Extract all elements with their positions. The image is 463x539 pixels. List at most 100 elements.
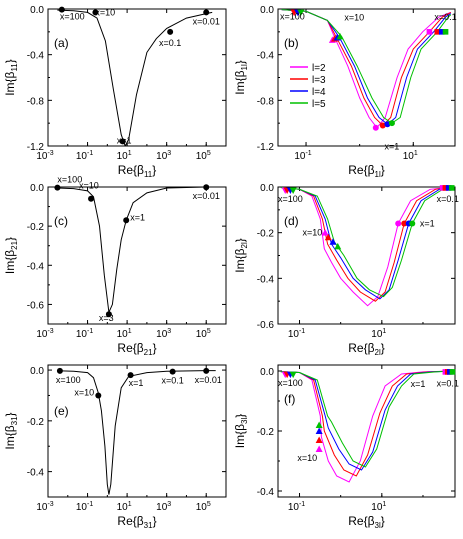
- data-point: [92, 9, 99, 16]
- legend-label: l=2: [312, 63, 326, 74]
- panel-c: 0.0 -0.2 -0.4 -0.6 10-3 10-1 101 103 105 Re{β21} I…: [3, 175, 227, 357]
- data-point: [95, 392, 102, 399]
- y-tick-label: 0.0: [30, 5, 44, 16]
- series-line-l=2: [280, 187, 454, 307]
- data-point: [105, 311, 112, 318]
- square-marker: [426, 29, 433, 35]
- point-label: x=100: [278, 378, 303, 388]
- x-tick-label: 10-3: [36, 328, 53, 340]
- y-tick-label: -0.4: [27, 261, 45, 272]
- legend-label: l=5: [312, 99, 326, 110]
- data-point: [56, 367, 63, 374]
- square-marker: [448, 185, 455, 191]
- triangle-down-marker: [289, 187, 297, 194]
- y-tick-label: -0.4: [257, 274, 275, 285]
- panel-label: (f): [284, 392, 295, 406]
- point-label: x=0.1: [437, 194, 459, 204]
- y-tick-label: -0.4: [27, 468, 45, 479]
- triangle-marker: [321, 229, 329, 236]
- y-tick-label: -0.4: [257, 51, 275, 62]
- y-axis-label: Im{β2l}: [233, 238, 249, 273]
- legend-label: l=3: [312, 75, 326, 86]
- point-label: x=0.01: [195, 375, 222, 385]
- panel-label: (e): [54, 404, 69, 418]
- x-tick-label: 10-1: [76, 328, 93, 340]
- plot-area: [280, 187, 454, 307]
- point-label: x=100: [280, 12, 305, 22]
- point-label: x=0.1: [161, 376, 183, 386]
- circle-marker: [401, 220, 408, 227]
- triangle-marker: [329, 238, 337, 245]
- x-tick-label: 101: [403, 150, 418, 162]
- circle-marker: [395, 220, 402, 227]
- square-marker: [438, 29, 445, 35]
- point-label: x=0.1: [434, 12, 456, 22]
- plot-area: [57, 370, 216, 495]
- data-point: [203, 367, 210, 374]
- triangle-marker: [315, 421, 323, 428]
- y-tick-label: 0.0: [260, 183, 274, 194]
- y-tick-label: -0.2: [27, 417, 45, 428]
- circle-marker: [372, 124, 379, 131]
- x-tick-label: 101: [117, 328, 132, 340]
- x-tick-label: 103: [156, 501, 171, 513]
- point-label: x=100: [278, 194, 303, 204]
- x-axis-label: Re{β1l}: [348, 163, 385, 179]
- series-line: [57, 9, 213, 146]
- series-line: [57, 187, 216, 315]
- series-line: [57, 370, 216, 495]
- point-label: x=10: [344, 13, 364, 23]
- square-marker: [442, 185, 449, 191]
- series-line-l=5: [280, 187, 454, 298]
- plot-area: [57, 9, 213, 146]
- data-point: [58, 6, 65, 13]
- series-line-l=2: [281, 9, 451, 129]
- triangle-marker: [324, 233, 332, 241]
- x-tick-label: 101: [117, 501, 132, 513]
- circle-marker: [409, 220, 416, 227]
- plot-frame: [47, 364, 227, 498]
- y-tick-label: 0.0: [30, 183, 44, 194]
- point-label: x=10: [303, 228, 323, 238]
- legend-label: l=4: [312, 87, 326, 98]
- panel-label: (a): [54, 36, 69, 50]
- x-axis-label: Re{β3l}: [348, 514, 385, 530]
- panel-e: 0.0 -0.2 -0.4 10-3 10-1 101 103 105 Re{β31} Im{β3…: [3, 364, 227, 530]
- square-marker: [434, 29, 441, 35]
- point-label: x=0.1: [159, 38, 181, 48]
- point-label: x=1: [130, 212, 145, 222]
- square-marker: [449, 369, 456, 375]
- circle-marker: [388, 120, 395, 127]
- data-point: [169, 368, 176, 375]
- plot-frame: [277, 364, 456, 498]
- plot-frame: [47, 8, 227, 147]
- triangle-down-marker: [297, 9, 305, 17]
- plot-frame: [277, 186, 456, 325]
- y-tick-label: -0.4: [257, 487, 275, 498]
- triangle-marker: [334, 242, 342, 250]
- x-axis-label: Re{β2l}: [348, 341, 385, 357]
- panel-a: 0.0 -0.4 -0.8 -1.210-3 10-1 101 103 105 Re{β11} I…: [3, 5, 227, 179]
- plot-area: [57, 187, 216, 315]
- data-point: [123, 217, 130, 224]
- x-tick-label: 103: [156, 150, 171, 162]
- point-label: x=1: [420, 219, 435, 229]
- data-point: [203, 9, 210, 16]
- plot-area: [281, 9, 452, 129]
- x-tick-label: 10-1: [294, 150, 311, 162]
- series-line-l=3: [280, 370, 454, 477]
- y-tick-label: -0.2: [257, 427, 275, 438]
- x-axis-label: Re{β31}: [117, 514, 156, 530]
- y-tick-label: -1.2: [27, 142, 45, 153]
- circle-marker: [379, 122, 386, 129]
- circle-marker: [384, 121, 391, 128]
- triangle-marker: [315, 436, 323, 443]
- triangle-marker: [315, 445, 323, 452]
- point-label: x=0.01: [193, 191, 220, 201]
- point-label: x=1: [129, 378, 144, 388]
- plot-area: [280, 370, 454, 483]
- point-label: x=0.01: [193, 16, 220, 26]
- y-tick-label: -0.6: [257, 320, 275, 331]
- panel-label: (d): [284, 214, 299, 228]
